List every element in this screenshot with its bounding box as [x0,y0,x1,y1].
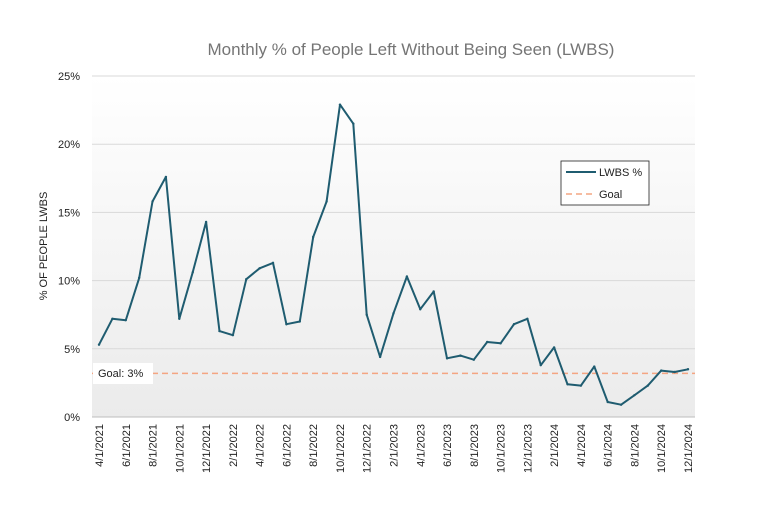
y-axis-label: % OF PEOPLE LWBS [38,192,50,301]
data-point [445,357,449,360]
legend: LWBS % Goal [560,160,650,206]
x-tick-label: 12/1/2021 [201,424,213,473]
x-tick-label: 6/1/2024 [603,424,615,467]
data-point [392,312,395,315]
series-layer [92,103,695,406]
data-point [124,318,127,322]
data-point [204,220,208,224]
y-tick-label: 25% [58,71,80,83]
x-axis-ticks: 4/1/2021 6/1/2021 8/1/2021 10/1/2021 12/1/20… [94,424,695,473]
data-point [593,365,596,368]
data-point [619,403,623,406]
y-tick-label: 0% [64,412,80,424]
x-tick-label: 4/1/2021 [94,424,106,467]
data-point [191,271,194,274]
data-point [566,383,569,386]
x-tick-label: 12/1/2023 [522,424,534,473]
x-tick-label: 2/1/2024 [549,424,561,467]
goal-annotation: Goal: 3% [93,363,153,384]
data-point [378,355,382,359]
data-point [539,363,542,367]
data-point [419,308,422,311]
data-point [352,122,355,125]
data-point [552,346,556,349]
plot-area-background [92,76,695,417]
data-point [606,400,609,404]
data-point [164,175,168,179]
x-tick-label: 12/1/2022 [362,424,374,473]
x-tick-label: 4/1/2023 [415,424,427,467]
x-tick-label: 6/1/2021 [121,424,133,467]
x-tick-label: 8/1/2022 [308,424,320,467]
x-tick-label: 2/1/2022 [228,424,240,467]
x-tick-label: 2/1/2023 [389,424,401,467]
data-point [512,323,516,326]
data-point [325,200,328,203]
x-tick-label: 10/1/2022 [335,424,347,473]
x-tick-label: 10/1/2021 [174,424,186,473]
y-tick-label: 20% [58,139,80,151]
x-tick-label: 6/1/2023 [442,424,454,467]
x-tick-label: 4/1/2022 [255,424,267,467]
y-tick-label: 10% [58,276,80,288]
data-point [97,343,101,346]
data-point [338,103,342,106]
x-tick-label: 4/1/2024 [576,424,588,467]
data-point [405,275,409,278]
y-tick-label: 5% [64,344,80,356]
chart-title: Monthly % of People Left Without Being S… [208,40,615,59]
data-point [579,384,583,387]
data-point [486,340,489,344]
data-point [365,313,368,316]
x-tick-label: 10/1/2023 [496,424,508,473]
data-point [218,329,221,333]
data-point [298,320,301,323]
gridlines [92,75,695,418]
x-tick-label: 8/1/2023 [469,424,481,467]
data-point [459,354,462,357]
goal-annotation-box [93,363,153,384]
legend-box [560,160,650,206]
data-point [432,290,435,293]
x-tick-label: 8/1/2021 [148,424,160,467]
data-point [285,323,288,326]
data-point [660,369,663,372]
data-point [526,317,529,320]
data-point [258,267,261,270]
data-point [499,342,502,345]
legend-label-goal: Goal [599,189,622,201]
data-point [271,261,275,265]
data-point [472,358,476,361]
data-point [231,333,235,337]
data-point [151,200,154,203]
x-tick-label: 10/1/2024 [656,424,668,473]
data-point [245,278,248,281]
goal-annotation-label: Goal: 3% [98,368,143,380]
data-point [178,317,181,320]
data-point [633,393,636,397]
x-tick-label: 12/1/2024 [683,424,695,473]
y-tick-label: 15% [58,207,80,219]
y-axis-ticks: 0% 5% 10% 15% 20% 25% [58,71,80,424]
data-point [673,370,676,374]
x-tick-label: 8/1/2024 [629,424,641,467]
data-point [686,368,690,371]
data-point [311,235,315,239]
x-tick-label: 6/1/2022 [281,424,293,467]
data-point [646,384,650,387]
legend-label-lwbs: LWBS % [599,167,642,179]
data-point [137,276,141,280]
data-point [111,317,114,320]
